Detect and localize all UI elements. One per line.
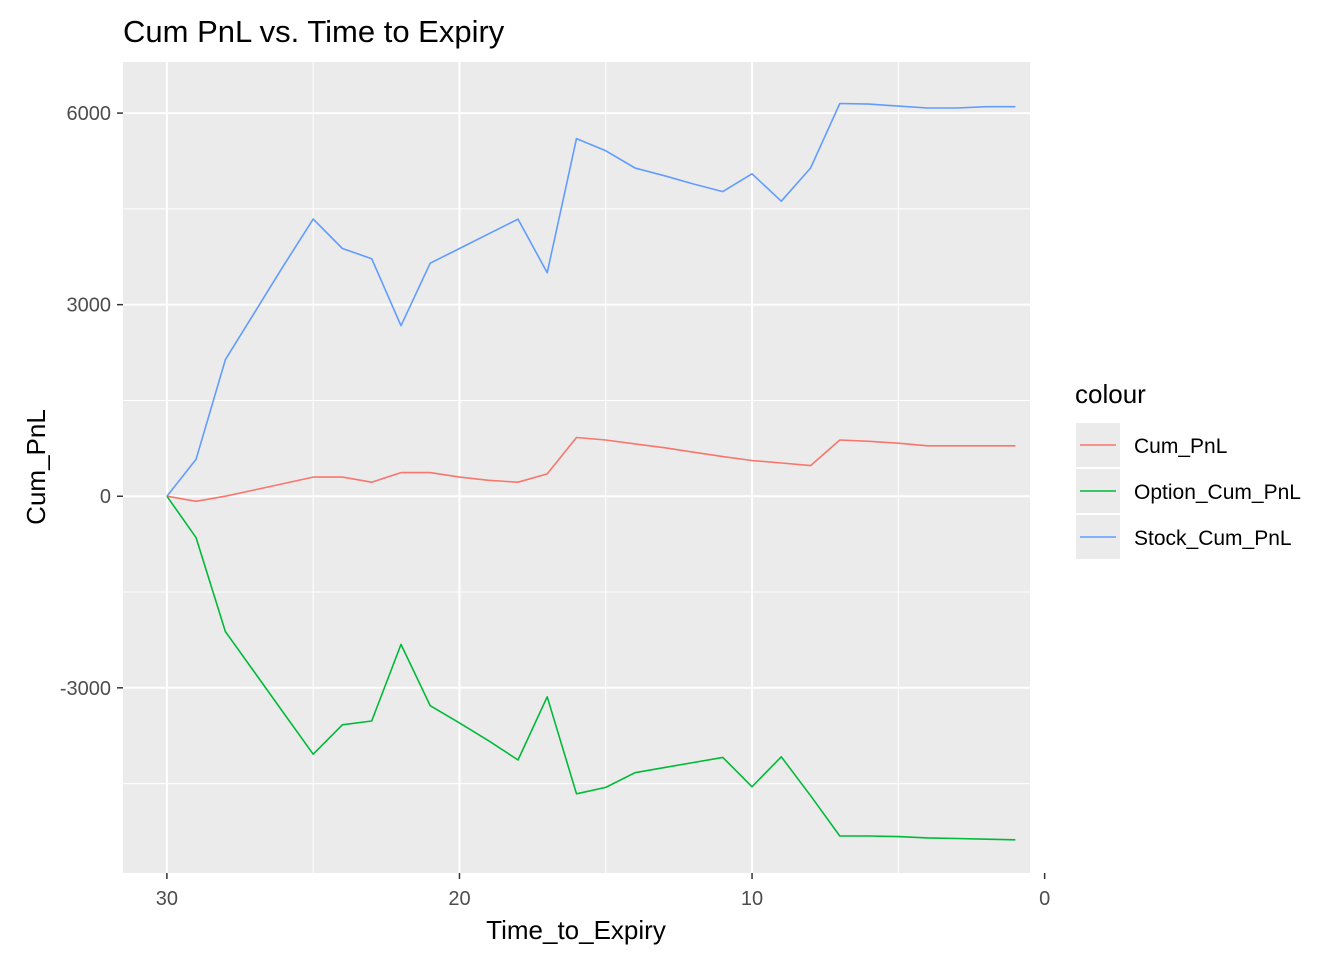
x-tick-label: 0 [1039,888,1050,910]
legend: colour Cum_PnL Option_Cum_PnL Stock_Cum_Pn… [1075,379,1301,559]
series-line-option-cum-pnl [166,495,1016,841]
legend-item: Cum_PnL [1076,423,1227,467]
chart-title: Cum PnL vs. Time to Expiry [123,14,505,49]
y-tick-label: 0 [100,486,111,508]
x-axis-ticks: 30 20 10 0 [156,873,1050,910]
series-line-cum-pnl [166,436,1016,503]
minor-gridlines [123,62,1030,873]
legend-title: colour [1075,379,1146,409]
plot-panel [123,62,1030,873]
y-tick-label: -3000 [60,678,111,700]
legend-item: Stock_Cum_PnL [1076,515,1292,559]
y-axis-title: Cum_PnL [21,409,51,525]
x-axis-title: Time_to_Expiry [486,915,666,945]
series-lines [166,102,1016,841]
major-gridlines [123,62,1046,873]
x-tick-label: 10 [741,888,763,910]
legend-label: Option_Cum_PnL [1134,481,1301,504]
x-tick-label: 20 [448,888,470,910]
x-tick-label: 30 [156,888,178,910]
legend-label: Stock_Cum_PnL [1134,527,1292,550]
series-line-stock-cum-pnl [166,102,1016,497]
legend-label: Cum_PnL [1134,435,1227,458]
y-tick-label: 3000 [67,295,112,317]
legend-item: Option_Cum_PnL [1076,469,1301,513]
y-axis-ticks: 6000 3000 0 -3000 [60,103,123,700]
y-tick-label: 6000 [67,103,112,125]
